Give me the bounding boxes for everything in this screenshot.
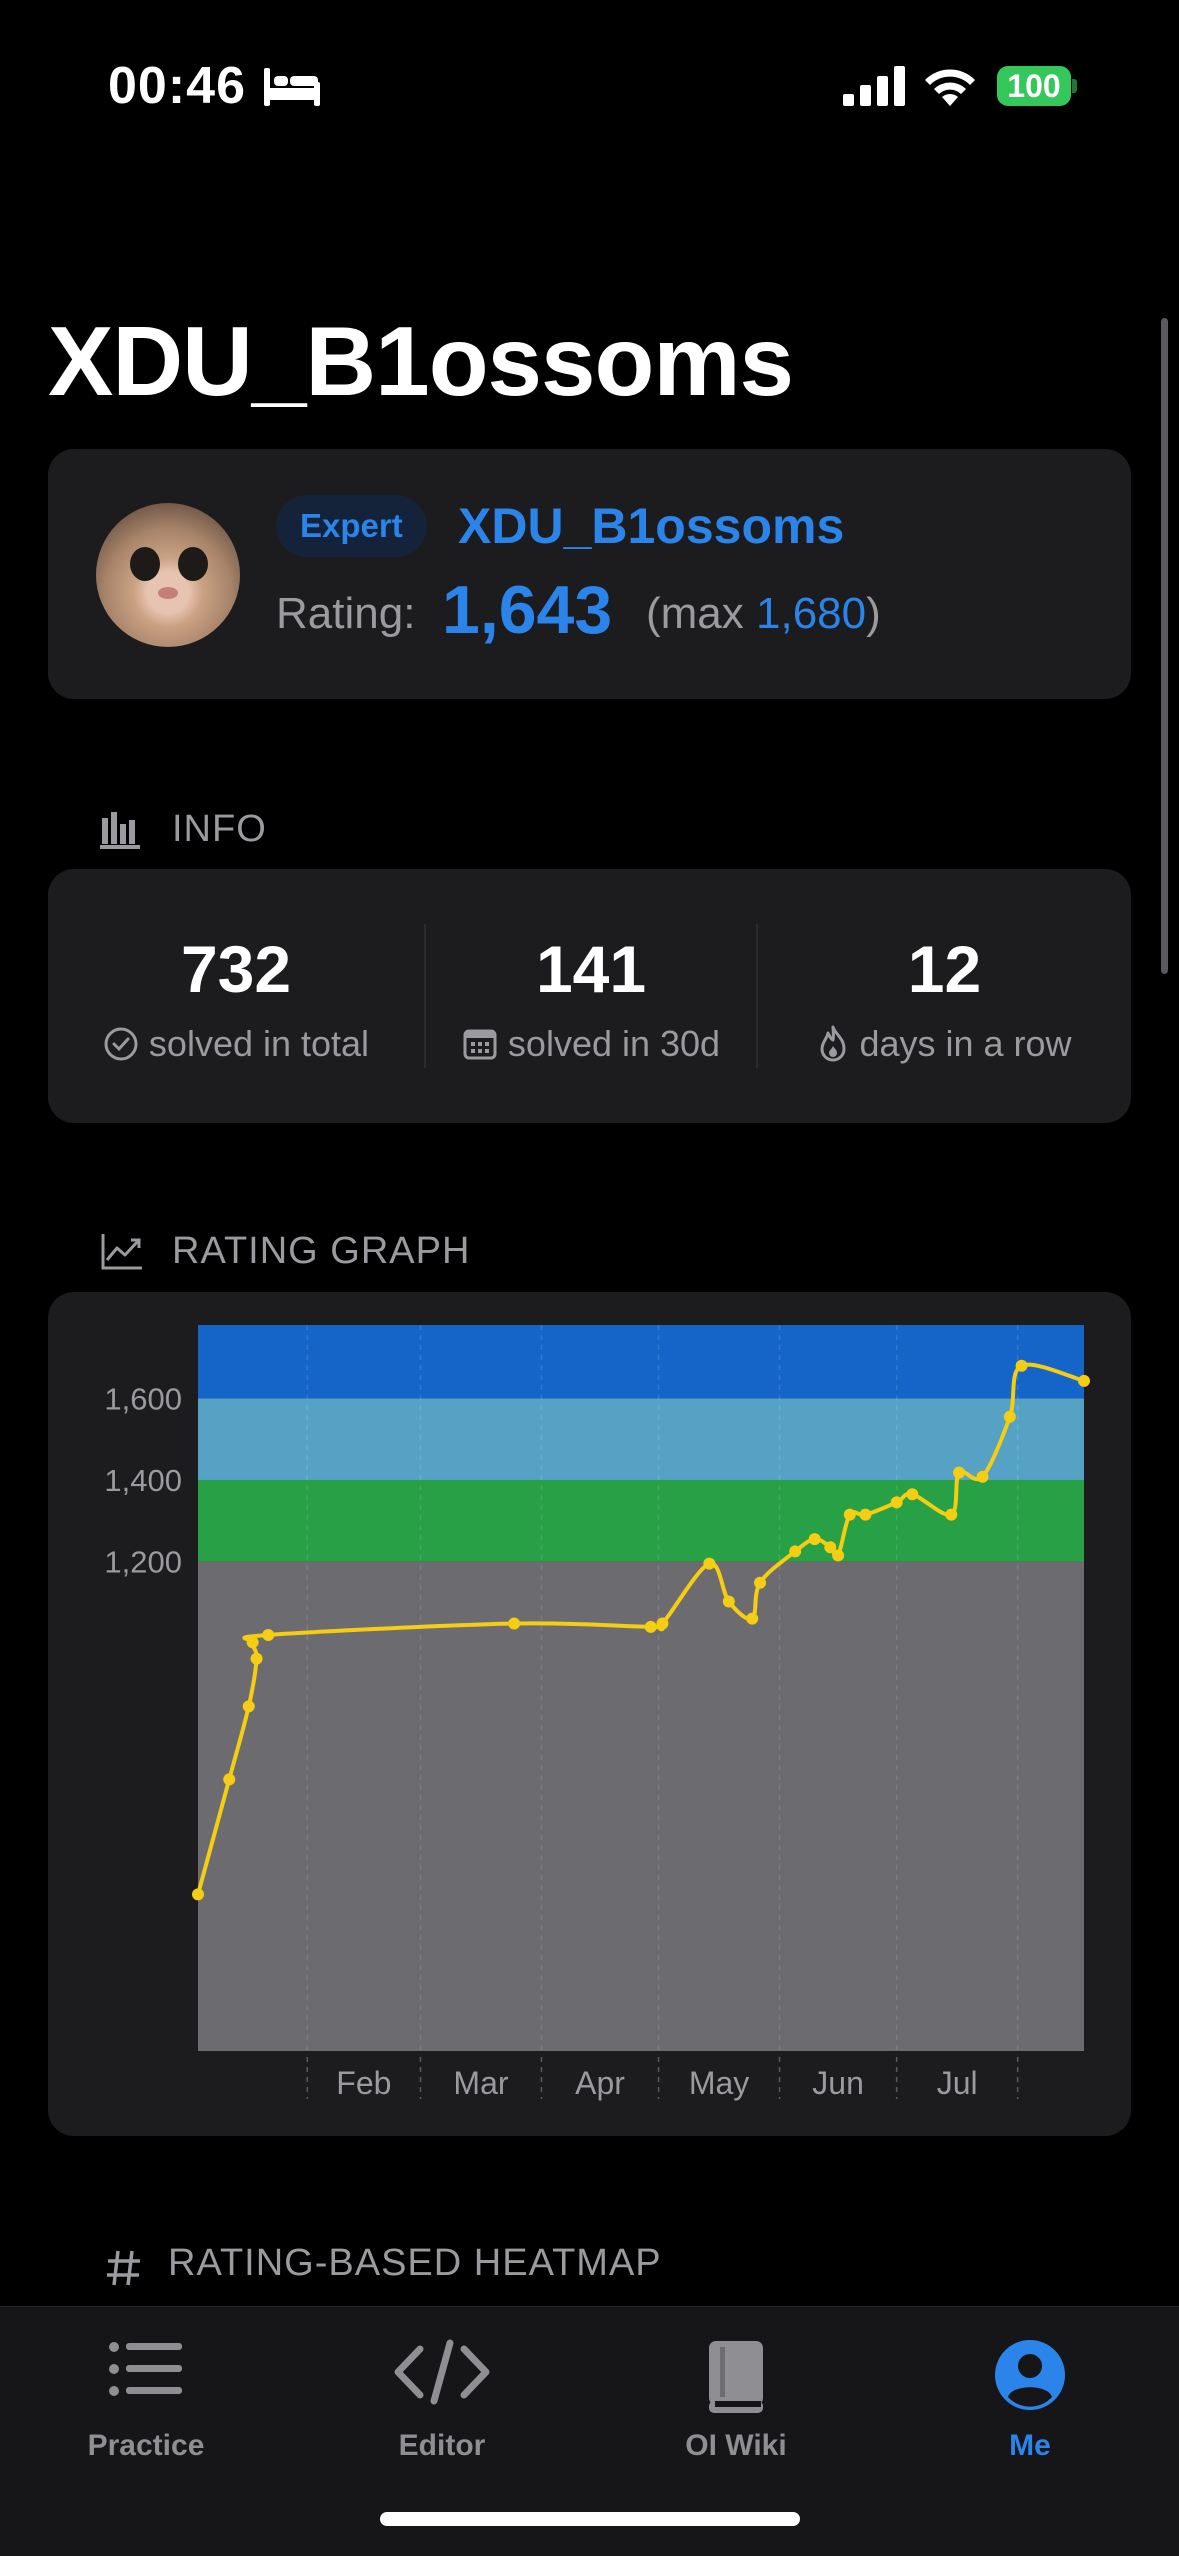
home-indicator[interactable] <box>380 2512 800 2526</box>
stat-value: 12 <box>907 932 982 1006</box>
flame-icon <box>820 1025 846 1062</box>
y-tick-label: 1,400 <box>104 1463 182 1498</box>
rating-point <box>644 1620 657 1633</box>
rating-point <box>953 1466 966 1479</box>
stat-label: solved in 30d <box>507 1023 721 1064</box>
rating-point <box>703 1557 716 1570</box>
bar-chart-icon <box>100 812 140 849</box>
stat-value: 141 <box>535 932 647 1006</box>
stat-days-in-row: 12 days in a row <box>758 869 1131 1123</box>
x-tick-label: Apr <box>575 2065 625 2101</box>
rating-point <box>832 1549 845 1562</box>
rating-band-1 <box>198 1479 1084 1562</box>
rating-point <box>859 1508 872 1521</box>
stat-label: days in a row <box>859 1023 1072 1064</box>
tab-label: OI Wiki <box>685 2429 787 2462</box>
tab-label: Me <box>1009 2429 1051 2462</box>
rating-point <box>1003 1410 1016 1423</box>
max-rating-value: 1,680 <box>756 589 867 638</box>
avatar[interactable] <box>96 503 240 647</box>
tab-practice[interactable]: Practice <box>36 2325 256 2475</box>
status-bar: 00:46 100 <box>0 0 1179 150</box>
stat-solved-total: 732 solved in total <box>48 869 424 1123</box>
y-tick-label: 1,200 <box>104 1545 182 1580</box>
battery-percent: 100 <box>1007 68 1061 104</box>
rating-point <box>242 1700 255 1713</box>
tab-label: Practice <box>87 2429 205 2462</box>
status-time: 00:46 <box>108 57 246 115</box>
rating-band-3 <box>198 1325 1084 1399</box>
tab-bar: Practice Editor OI Wiki Me <box>0 2306 1179 2556</box>
stat-label: solved in total <box>148 1023 370 1064</box>
person-icon <box>995 2340 1065 2410</box>
rating-point <box>223 1773 236 1786</box>
rating-value: 1,643 <box>442 572 613 648</box>
page-title: XDU_B1ossoms <box>48 306 794 416</box>
rating-point <box>808 1533 821 1546</box>
x-tick-label: May <box>689 2065 749 2101</box>
info-card: 732 solved in total 141 solved in 30d 12… <box>48 869 1131 1123</box>
rating-point <box>890 1496 903 1509</box>
user-handle[interactable]: XDU_B1ossoms <box>458 498 845 554</box>
bed-icon <box>264 68 320 106</box>
rating-point <box>722 1595 735 1608</box>
rating-point <box>976 1470 989 1483</box>
rating-point <box>824 1541 837 1554</box>
rating-point <box>1015 1359 1028 1372</box>
rating-point <box>262 1628 275 1641</box>
tab-me[interactable]: Me <box>920 2325 1140 2475</box>
stat-solved-30d: 141 solved in 30d <box>426 869 756 1123</box>
check-circle-icon <box>104 1027 138 1061</box>
rating-band-0 <box>198 1561 1084 2051</box>
stat-value: 732 <box>180 932 292 1006</box>
rating-point <box>746 1612 759 1625</box>
rating-graph-card[interactable]: Feb Mar Apr May Jun Jul 1,200 1,400 1,600 <box>48 1292 1131 2136</box>
y-tick-label: 1,600 <box>104 1381 182 1416</box>
max-rating: (max 1,680) <box>646 589 881 638</box>
rating-point <box>192 1888 204 1901</box>
rating-point <box>843 1508 856 1521</box>
rating-point <box>906 1488 919 1501</box>
calendar-icon <box>463 1029 497 1060</box>
rating-graph-header: RATING GRAPH <box>172 1230 471 1272</box>
signal-icon <box>843 66 905 106</box>
rating-point <box>250 1652 263 1665</box>
heatmap-header: RATING-BASED HEATMAP <box>168 2242 662 2284</box>
rating-point <box>789 1545 802 1558</box>
rating-band-2 <box>198 1398 1084 1480</box>
rating-point <box>945 1508 958 1521</box>
rating-point <box>1078 1374 1090 1387</box>
rating-chart[interactable]: Feb Mar Apr May Jun Jul 1,200 1,400 1,600 <box>48 1292 1131 2136</box>
x-tick-label: Mar <box>453 2065 508 2101</box>
x-tick-label: Jul <box>937 2065 978 2101</box>
info-header: INFO <box>172 808 267 850</box>
book-icon <box>709 2341 763 2413</box>
rating-point <box>508 1617 521 1630</box>
list-icon <box>109 2342 182 2396</box>
battery-icon: 100 <box>997 66 1077 106</box>
rating-point <box>754 1576 767 1589</box>
trend-chart-icon <box>101 1234 142 1270</box>
rank-badge: Expert <box>276 495 427 557</box>
tab-label: Editor <box>398 2429 486 2462</box>
rating-label: Rating: <box>276 589 416 638</box>
rating-point <box>656 1617 669 1630</box>
wifi-icon <box>925 69 975 106</box>
x-tick-label: Jun <box>812 2065 864 2101</box>
tab-oi-wiki[interactable]: OI Wiki <box>626 2325 846 2475</box>
scrollbar[interactable] <box>1161 318 1168 974</box>
x-tick-label: Feb <box>336 2065 391 2101</box>
rating-point <box>246 1636 259 1649</box>
hashtag-icon <box>107 2250 140 2286</box>
tab-editor[interactable]: Editor <box>332 2325 552 2475</box>
code-icon <box>394 2339 490 2405</box>
profile-card[interactable]: Expert XDU_B1ossoms Rating: 1,643 (max 1… <box>48 449 1131 699</box>
